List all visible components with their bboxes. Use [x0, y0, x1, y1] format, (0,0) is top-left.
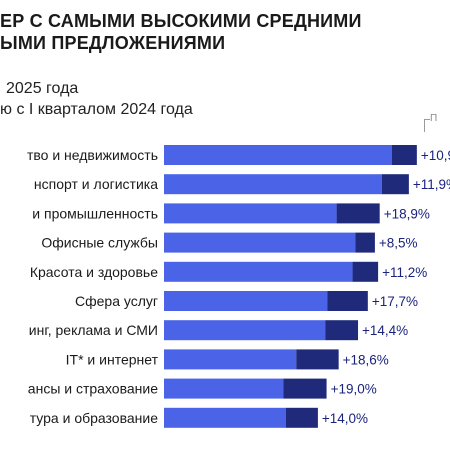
bar-growth-0: [392, 145, 417, 165]
chart-title: ЕР С САМЫМИ ВЫСОКИМИ СРЕДНИМИ ЫМИ ПРЕДЛО…: [0, 10, 450, 54]
bar-base-2: [164, 203, 337, 224]
chart-title-line1: ЕР С САМЫМИ ВЫСОКИМИ СРЕДНИМИ: [0, 11, 362, 31]
category-label-3: Офисные службы: [41, 235, 158, 251]
legend-hint-text: П: [430, 113, 438, 124]
bar-growth-5: [327, 291, 368, 311]
bar-growth-3: [355, 232, 375, 253]
bar-growth-8: [283, 378, 327, 399]
bar-base-3: [164, 232, 356, 253]
chart-subtitle: 2025 года ю с I кварталом 2024 года: [0, 78, 450, 120]
category-label-9: тура и образование: [30, 410, 158, 426]
value-label-9: +14,0%: [322, 411, 368, 426]
bar-base-0: [164, 145, 392, 165]
value-label-4: +11,2%: [382, 265, 427, 280]
bar-growth-1: [381, 174, 409, 195]
category-label-1: нспорт и логистика: [34, 176, 158, 192]
category-label-7: IT* и интернет: [66, 351, 159, 367]
bar-base-1: [164, 174, 382, 195]
chart-title-line2: ЫМИ ПРЕДЛОЖЕНИЯМИ: [0, 33, 226, 53]
chart-subtitle-line1: 2025 года: [6, 80, 79, 97]
bar-base-5: [164, 291, 328, 311]
value-label-0: +10,9%: [421, 148, 450, 163]
category-label-0: тво и недвижимость: [27, 147, 158, 163]
bar-base-7: [164, 349, 297, 370]
legend-hint: П: [424, 113, 438, 132]
bar-growth-6: [325, 320, 359, 341]
bar-growth-2: [336, 203, 380, 224]
value-label-2: +18,9%: [384, 206, 430, 221]
bar-base-6: [164, 320, 326, 341]
bar-base-9: [164, 407, 286, 428]
value-label-1: +11,9%: [413, 177, 450, 192]
category-label-8: ансы и страхование: [28, 381, 158, 397]
value-label-8: +19,0%: [331, 382, 377, 397]
value-label-7: +18,6%: [343, 352, 389, 367]
value-label-5: +17,7%: [372, 294, 418, 309]
bar-growth-9: [285, 407, 318, 428]
value-label-6: +14,4%: [362, 323, 408, 338]
bar-base-8: [164, 378, 284, 399]
bar-growth-4: [352, 261, 379, 282]
bar-base-4: [164, 261, 353, 282]
value-label-3: +8,5%: [379, 236, 418, 251]
category-label-4: Красота и здоровье: [30, 264, 158, 280]
category-label-5: Сфера услуг: [75, 293, 158, 309]
legend-bracket: [424, 119, 430, 132]
bar-growth-7: [296, 349, 339, 370]
category-label-2: и промышленность: [32, 205, 158, 221]
category-label-6: инг, реклама и СМИ: [29, 322, 158, 338]
chart-subtitle-line2: ю с I кварталом 2024 года: [0, 101, 193, 118]
